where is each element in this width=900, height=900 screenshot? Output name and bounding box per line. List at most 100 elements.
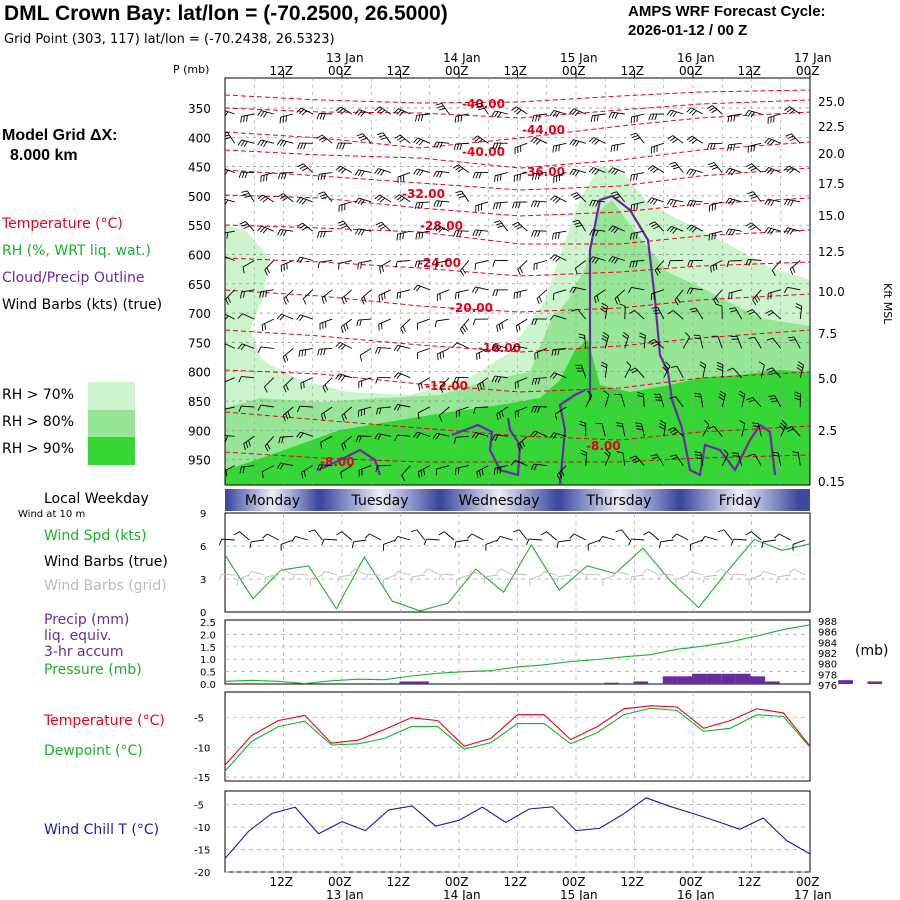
wind-barb-flag — [260, 111, 265, 117]
wind-barb-flag — [495, 202, 499, 210]
wind-barb — [417, 284, 430, 291]
wind-barb-flag — [461, 267, 467, 274]
wind-barb-flag — [299, 165, 306, 170]
wind-barb-flag — [591, 168, 597, 174]
surface-wind-barb — [383, 539, 396, 545]
wind-barb — [592, 113, 606, 117]
wind-barb — [260, 346, 274, 349]
wind-ytick: 3 — [200, 575, 206, 586]
wind-barb-flag — [491, 434, 496, 441]
wind-barb — [245, 221, 255, 232]
wind-barb-flag — [658, 426, 666, 430]
wind-barb — [477, 135, 489, 144]
surface-wind-barb — [455, 539, 469, 543]
wind-barb — [475, 406, 489, 409]
wind-barb — [780, 424, 787, 437]
weekday-cell — [560, 489, 678, 511]
wind-barb-flag — [456, 230, 460, 237]
wind-barb-flag — [319, 464, 323, 471]
wind-barb-flag — [285, 115, 287, 122]
wind-barb — [635, 367, 645, 379]
surface-wind-barb — [239, 531, 250, 541]
wind-barb-flag — [321, 414, 324, 421]
surface-wind-barb-flag — [700, 536, 706, 542]
wind-barb-flag — [493, 468, 496, 475]
surface-wind-barb — [631, 538, 645, 541]
wind-barb-flag — [360, 170, 365, 177]
wind-barb-flag — [394, 134, 401, 139]
wind-barb-flag — [533, 200, 538, 208]
wind-barb-flag — [221, 410, 222, 416]
bottom-date-label: 14 Jan — [443, 888, 481, 900]
wind-barb — [721, 453, 729, 466]
wind-barb-flag — [225, 111, 229, 117]
wind-barb — [654, 221, 665, 232]
precip-bar — [633, 681, 649, 684]
wind-barb — [300, 314, 313, 320]
wind-barb-flag — [614, 112, 619, 119]
wind-barbs-cross-section — [221, 102, 804, 481]
wind-barb-flag — [433, 141, 437, 148]
wind-barb-flag — [303, 143, 307, 150]
wind-barb — [573, 108, 586, 115]
precip-bar — [838, 680, 853, 684]
wind-barb-flag — [497, 112, 502, 118]
wind-barb-flag — [571, 308, 578, 312]
grid-wind-barb-flag — [686, 571, 691, 577]
top-hour-label: 00Z — [562, 64, 586, 78]
wind-barb — [604, 394, 610, 408]
wind-barb-flag — [299, 315, 304, 322]
wind-barb-flag — [341, 415, 345, 422]
wind-barb-flag — [417, 412, 420, 420]
wind-barb-flag — [497, 376, 502, 383]
wind-barb-flag — [533, 431, 538, 438]
wind-barb-flag — [283, 298, 287, 305]
precip-bar — [735, 673, 751, 684]
wind-speed-line — [224, 538, 811, 612]
wind-barb — [553, 230, 567, 234]
wind-barb-flag — [420, 382, 423, 390]
wind-barb-flag — [317, 349, 320, 356]
rh70-swatch — [88, 382, 135, 410]
wind-barb-flag — [498, 142, 502, 150]
wind-barb — [616, 191, 626, 203]
wind-barb — [437, 347, 450, 355]
surface-wind-barb-flag — [774, 533, 780, 539]
wind-barb-flag — [396, 136, 403, 141]
wind-barb-flag — [612, 193, 619, 197]
wind-barb — [691, 224, 703, 232]
wind-barb-flag — [356, 319, 359, 327]
wind-barb-flag — [285, 354, 289, 361]
surface-wind-barb-flag — [467, 533, 473, 539]
wind-barb-flag — [360, 262, 362, 269]
wind-barb-flag — [396, 109, 402, 115]
wind-barb-flag — [784, 165, 790, 171]
wind-barb-flag — [747, 224, 754, 229]
wind-barb-flag — [301, 110, 307, 116]
wind-barb-flag — [246, 115, 248, 122]
wind-barb-flag — [491, 110, 496, 117]
wind-barb — [514, 289, 528, 294]
wind-barb — [319, 260, 333, 263]
wind-barb — [280, 462, 294, 467]
wind-barb-flag — [242, 266, 245, 274]
wind-barb-flag — [439, 107, 446, 111]
wind-barb-flag — [413, 137, 419, 143]
wind-barb-flag — [396, 234, 399, 241]
wind-barb-flag — [633, 116, 635, 123]
wind-barb-flag — [225, 298, 229, 305]
surface-wind-barb-flag — [761, 541, 764, 549]
grid-wind-barb — [368, 573, 382, 576]
wind-barb — [516, 106, 528, 115]
wind-barb — [656, 454, 665, 466]
wind-barb-flag — [241, 172, 245, 179]
pressure-tick: 750 — [188, 336, 211, 350]
wind-barb-flag — [770, 200, 775, 207]
wind-barb — [264, 435, 275, 447]
wind-barb — [358, 406, 372, 411]
wind-barb-flag — [667, 427, 674, 431]
wind-barb-flag — [725, 197, 730, 204]
wind-barb-flag — [455, 166, 462, 171]
wind-barb-flag — [492, 289, 496, 297]
wind-barb-flag — [636, 173, 638, 181]
